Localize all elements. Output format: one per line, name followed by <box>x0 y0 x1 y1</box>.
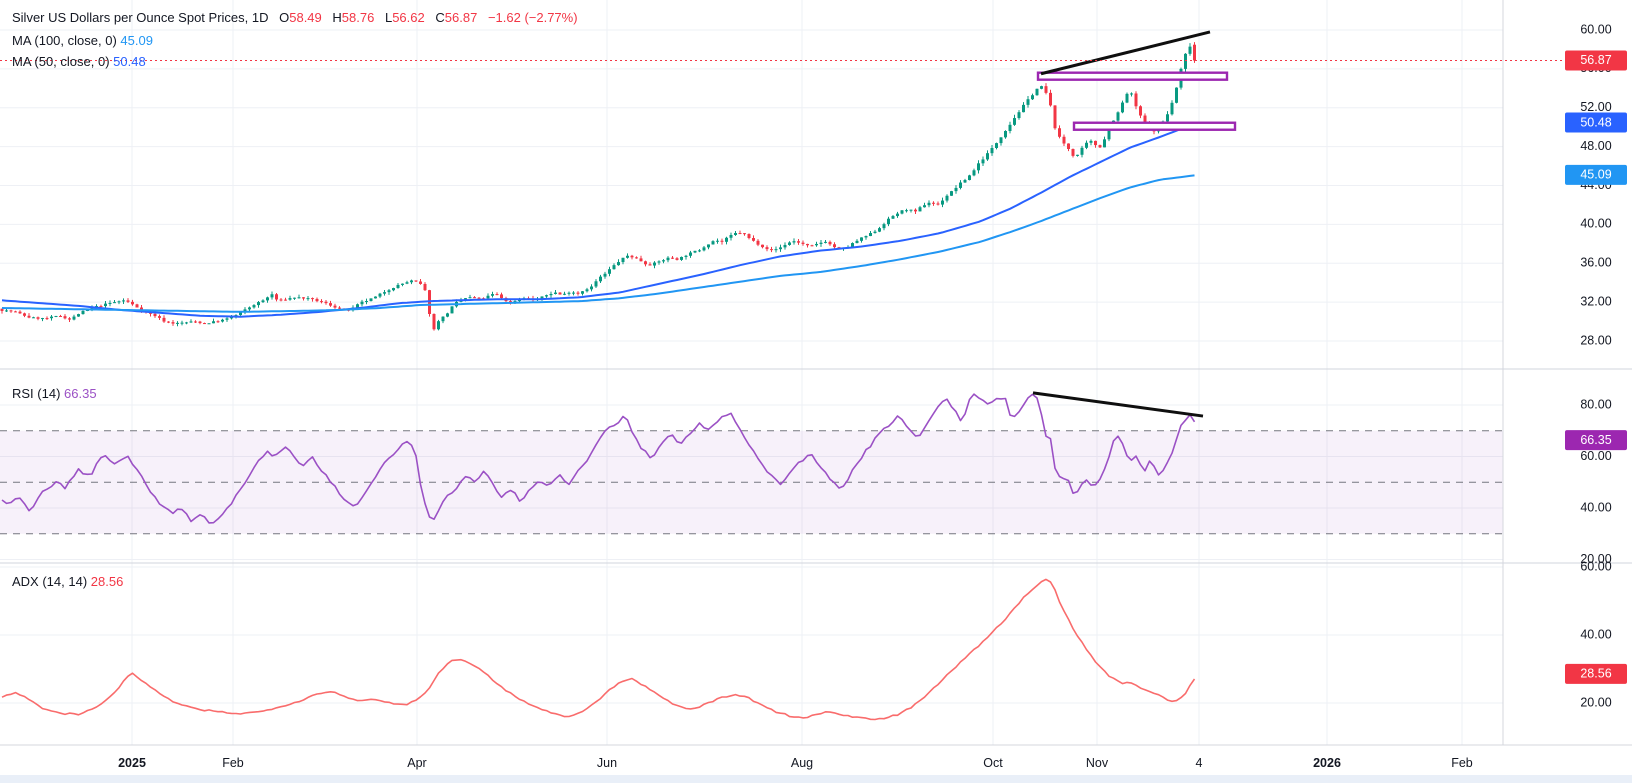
candlestick-series <box>0 42 1196 331</box>
ma100-legend: MA (100, close, 0) 45.09 <box>12 33 153 48</box>
adx-label: ADX (14, 14) <box>12 574 88 589</box>
ma100-label: MA (100, close, 0) <box>12 33 117 48</box>
svg-text:Feb: Feb <box>222 756 244 770</box>
rsi-label: RSI (14) <box>12 386 61 401</box>
rsi-value: 66.35 <box>64 386 97 401</box>
grid-layer <box>0 0 1503 745</box>
svg-text:40.00: 40.00 <box>1580 217 1611 231</box>
svg-text:Nov: Nov <box>1086 756 1109 770</box>
ma50-legend: MA (50, close, 0) 50.48 <box>12 54 146 69</box>
adx-line[interactable] <box>1 578 1196 721</box>
close-label: C <box>435 10 445 25</box>
ma50-line[interactable] <box>1 122 1195 318</box>
time-axis-labels: 2025 Feb Apr Jun Aug Oct Nov 4 2026 Feb <box>118 756 1473 770</box>
close-value: 56.87 <box>444 10 478 25</box>
svg-text:2026: 2026 <box>1313 756 1341 770</box>
svg-text:28.00: 28.00 <box>1580 333 1611 347</box>
resistance-lower-line[interactable] <box>1072 121 1237 131</box>
symbol-title: Silver US Dollars per Ounce Spot Prices,… <box>12 10 269 25</box>
svg-text:Oct: Oct <box>983 756 1003 770</box>
open-value: 58.49 <box>289 10 322 25</box>
price-axis[interactable] <box>1503 0 1632 745</box>
svg-text:80.00: 80.00 <box>1580 397 1611 411</box>
svg-text:Apr: Apr <box>407 756 426 770</box>
svg-text:Feb: Feb <box>1451 756 1473 770</box>
rsi-band <box>0 430 1503 535</box>
svg-text:60.00: 60.00 <box>1580 449 1611 463</box>
symbol-legend: Silver US Dollars per Ounce Spot Prices,… <box>12 10 578 25</box>
svg-text:50.48: 50.48 <box>1580 115 1611 129</box>
low-label: L <box>384 10 393 25</box>
svg-text:Jun: Jun <box>597 756 617 770</box>
low-value: 56.62 <box>392 10 425 25</box>
time-axis[interactable] <box>0 745 1632 783</box>
svg-text:48.00: 48.00 <box>1580 139 1611 153</box>
adx-legend: ADX (14, 14) 28.56 <box>12 574 123 589</box>
svg-text:60.00: 60.00 <box>1580 559 1611 573</box>
svg-text:28.56: 28.56 <box>1580 667 1611 681</box>
rsi-trendline[interactable] <box>1032 391 1204 418</box>
svg-text:52.00: 52.00 <box>1580 100 1611 114</box>
ma50-label: MA (50, close, 0) <box>12 54 110 69</box>
trendline-highs[interactable] <box>1040 30 1211 76</box>
svg-text:4: 4 <box>1196 756 1203 770</box>
adx-value: 28.56 <box>90 574 124 589</box>
rsi-legend: RSI (14) 66.35 <box>12 386 97 401</box>
ma100-line[interactable] <box>1 174 1195 313</box>
axis-badges: 56.87 50.48 45.09 66.35 28.56 <box>1565 50 1627 684</box>
svg-text:Aug: Aug <box>791 756 813 770</box>
ma100-value: 45.09 <box>120 33 153 48</box>
high-label: H <box>332 10 342 25</box>
svg-text:66.35: 66.35 <box>1580 433 1611 447</box>
svg-text:20.00: 20.00 <box>1580 695 1611 709</box>
svg-text:36.00: 36.00 <box>1580 256 1611 270</box>
svg-text:40.00: 40.00 <box>1580 627 1611 641</box>
change-value: −1.62 (−2.77%) <box>487 10 578 25</box>
svg-text:40.00: 40.00 <box>1580 500 1611 514</box>
resistance-upper-line[interactable] <box>1036 71 1229 81</box>
svg-text:45.09: 45.09 <box>1580 168 1611 182</box>
svg-text:32.00: 32.00 <box>1580 294 1611 308</box>
svg-text:60.00: 60.00 <box>1580 22 1611 36</box>
high-value: 58.76 <box>341 10 375 25</box>
svg-text:2025: 2025 <box>118 756 146 770</box>
open-label: O <box>279 10 290 25</box>
svg-text:56.87: 56.87 <box>1580 53 1611 67</box>
rsi-line[interactable] <box>1 393 1196 524</box>
drawings-layer <box>0 30 1566 418</box>
price-axis-labels: 60.0056.0052.0048.0044.0040.0036.0032.00… <box>1580 22 1611 709</box>
ma50-value: 50.48 <box>113 54 146 69</box>
svg-text:20.00: 20.00 <box>1580 552 1611 566</box>
